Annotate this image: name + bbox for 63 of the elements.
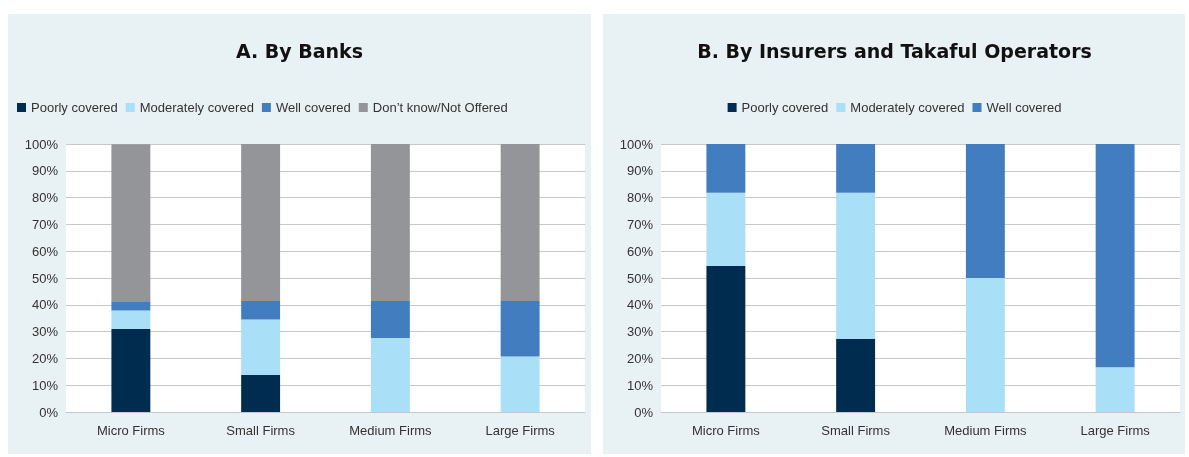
- x-tick-label: Large Firms: [485, 423, 556, 438]
- y-tick-label: 70%: [626, 216, 653, 232]
- bar: [241, 319, 281, 376]
- legend-label: Well covered: [985, 100, 1061, 115]
- y-tick-label: 90%: [31, 163, 59, 179]
- legend-label: Poorly covered: [31, 100, 118, 115]
- bar: [835, 338, 875, 412]
- y-tick-label: 50%: [626, 270, 653, 286]
- y-tick-label: 40%: [31, 297, 59, 313]
- legend-label: Moderately covered: [849, 100, 964, 115]
- y-tick-label: 10%: [626, 377, 653, 393]
- y-tick-label: 30%: [31, 324, 59, 340]
- y-tick-label: 40%: [626, 297, 653, 313]
- bar: [965, 278, 1005, 412]
- y-tick-label: 80%: [626, 190, 653, 206]
- x-tick-label: Large Firms: [1079, 423, 1150, 438]
- y-tick-label: 10%: [31, 377, 59, 393]
- y-tick-label: 30%: [626, 324, 653, 340]
- chart-title: A. By Banks: [235, 39, 364, 62]
- y-tick-label: 70%: [31, 216, 59, 232]
- x-tick-label: Micro Firms: [96, 423, 166, 438]
- x-tick-label: Small Firms: [226, 423, 296, 438]
- legend-label: Well covered: [275, 100, 351, 115]
- y-tick-label: 20%: [31, 350, 59, 366]
- legend-label: Poorly covered: [741, 100, 828, 115]
- bar: [500, 144, 540, 302]
- bar: [835, 144, 875, 193]
- bar: [1095, 144, 1135, 368]
- bar: [370, 301, 410, 339]
- y-tick-label: 0%: [633, 404, 653, 420]
- bar: [705, 192, 745, 266]
- x-tick-label: Small Firms: [820, 423, 890, 438]
- legend-label: Don’t know/Not Offered: [372, 100, 508, 115]
- bar: [1095, 367, 1135, 412]
- y-tick-label: 20%: [626, 350, 653, 366]
- bar: [965, 144, 1005, 278]
- bar: [111, 328, 151, 412]
- bar: [705, 144, 745, 193]
- x-tick-label: Medium Firms: [349, 423, 433, 438]
- y-tick-label: 0%: [39, 404, 59, 420]
- y-tick-label: 60%: [31, 243, 59, 259]
- bar: [241, 144, 281, 302]
- y-tick-label: 100%: [24, 136, 59, 152]
- x-tick-label: Micro Firms: [691, 423, 760, 438]
- bar: [111, 144, 151, 302]
- y-tick-label: 60%: [626, 243, 653, 259]
- y-tick-label: 90%: [626, 163, 653, 179]
- bar: [111, 310, 151, 329]
- chart-title: B. By Insurers and Takaful Operators: [696, 39, 1092, 62]
- bar: [241, 301, 281, 320]
- legend-label: Moderately covered: [139, 100, 254, 115]
- bar: [500, 301, 540, 357]
- bar: [370, 338, 410, 412]
- y-tick-label: 100%: [619, 136, 653, 152]
- bar: [370, 144, 410, 302]
- bar: [241, 375, 281, 412]
- bar: [835, 192, 875, 339]
- bar: [111, 301, 151, 311]
- y-tick-label: 80%: [31, 190, 59, 206]
- x-tick-label: Medium Firms: [943, 423, 1027, 438]
- bar: [500, 356, 540, 412]
- y-tick-label: 50%: [31, 270, 59, 286]
- bar: [705, 265, 745, 412]
